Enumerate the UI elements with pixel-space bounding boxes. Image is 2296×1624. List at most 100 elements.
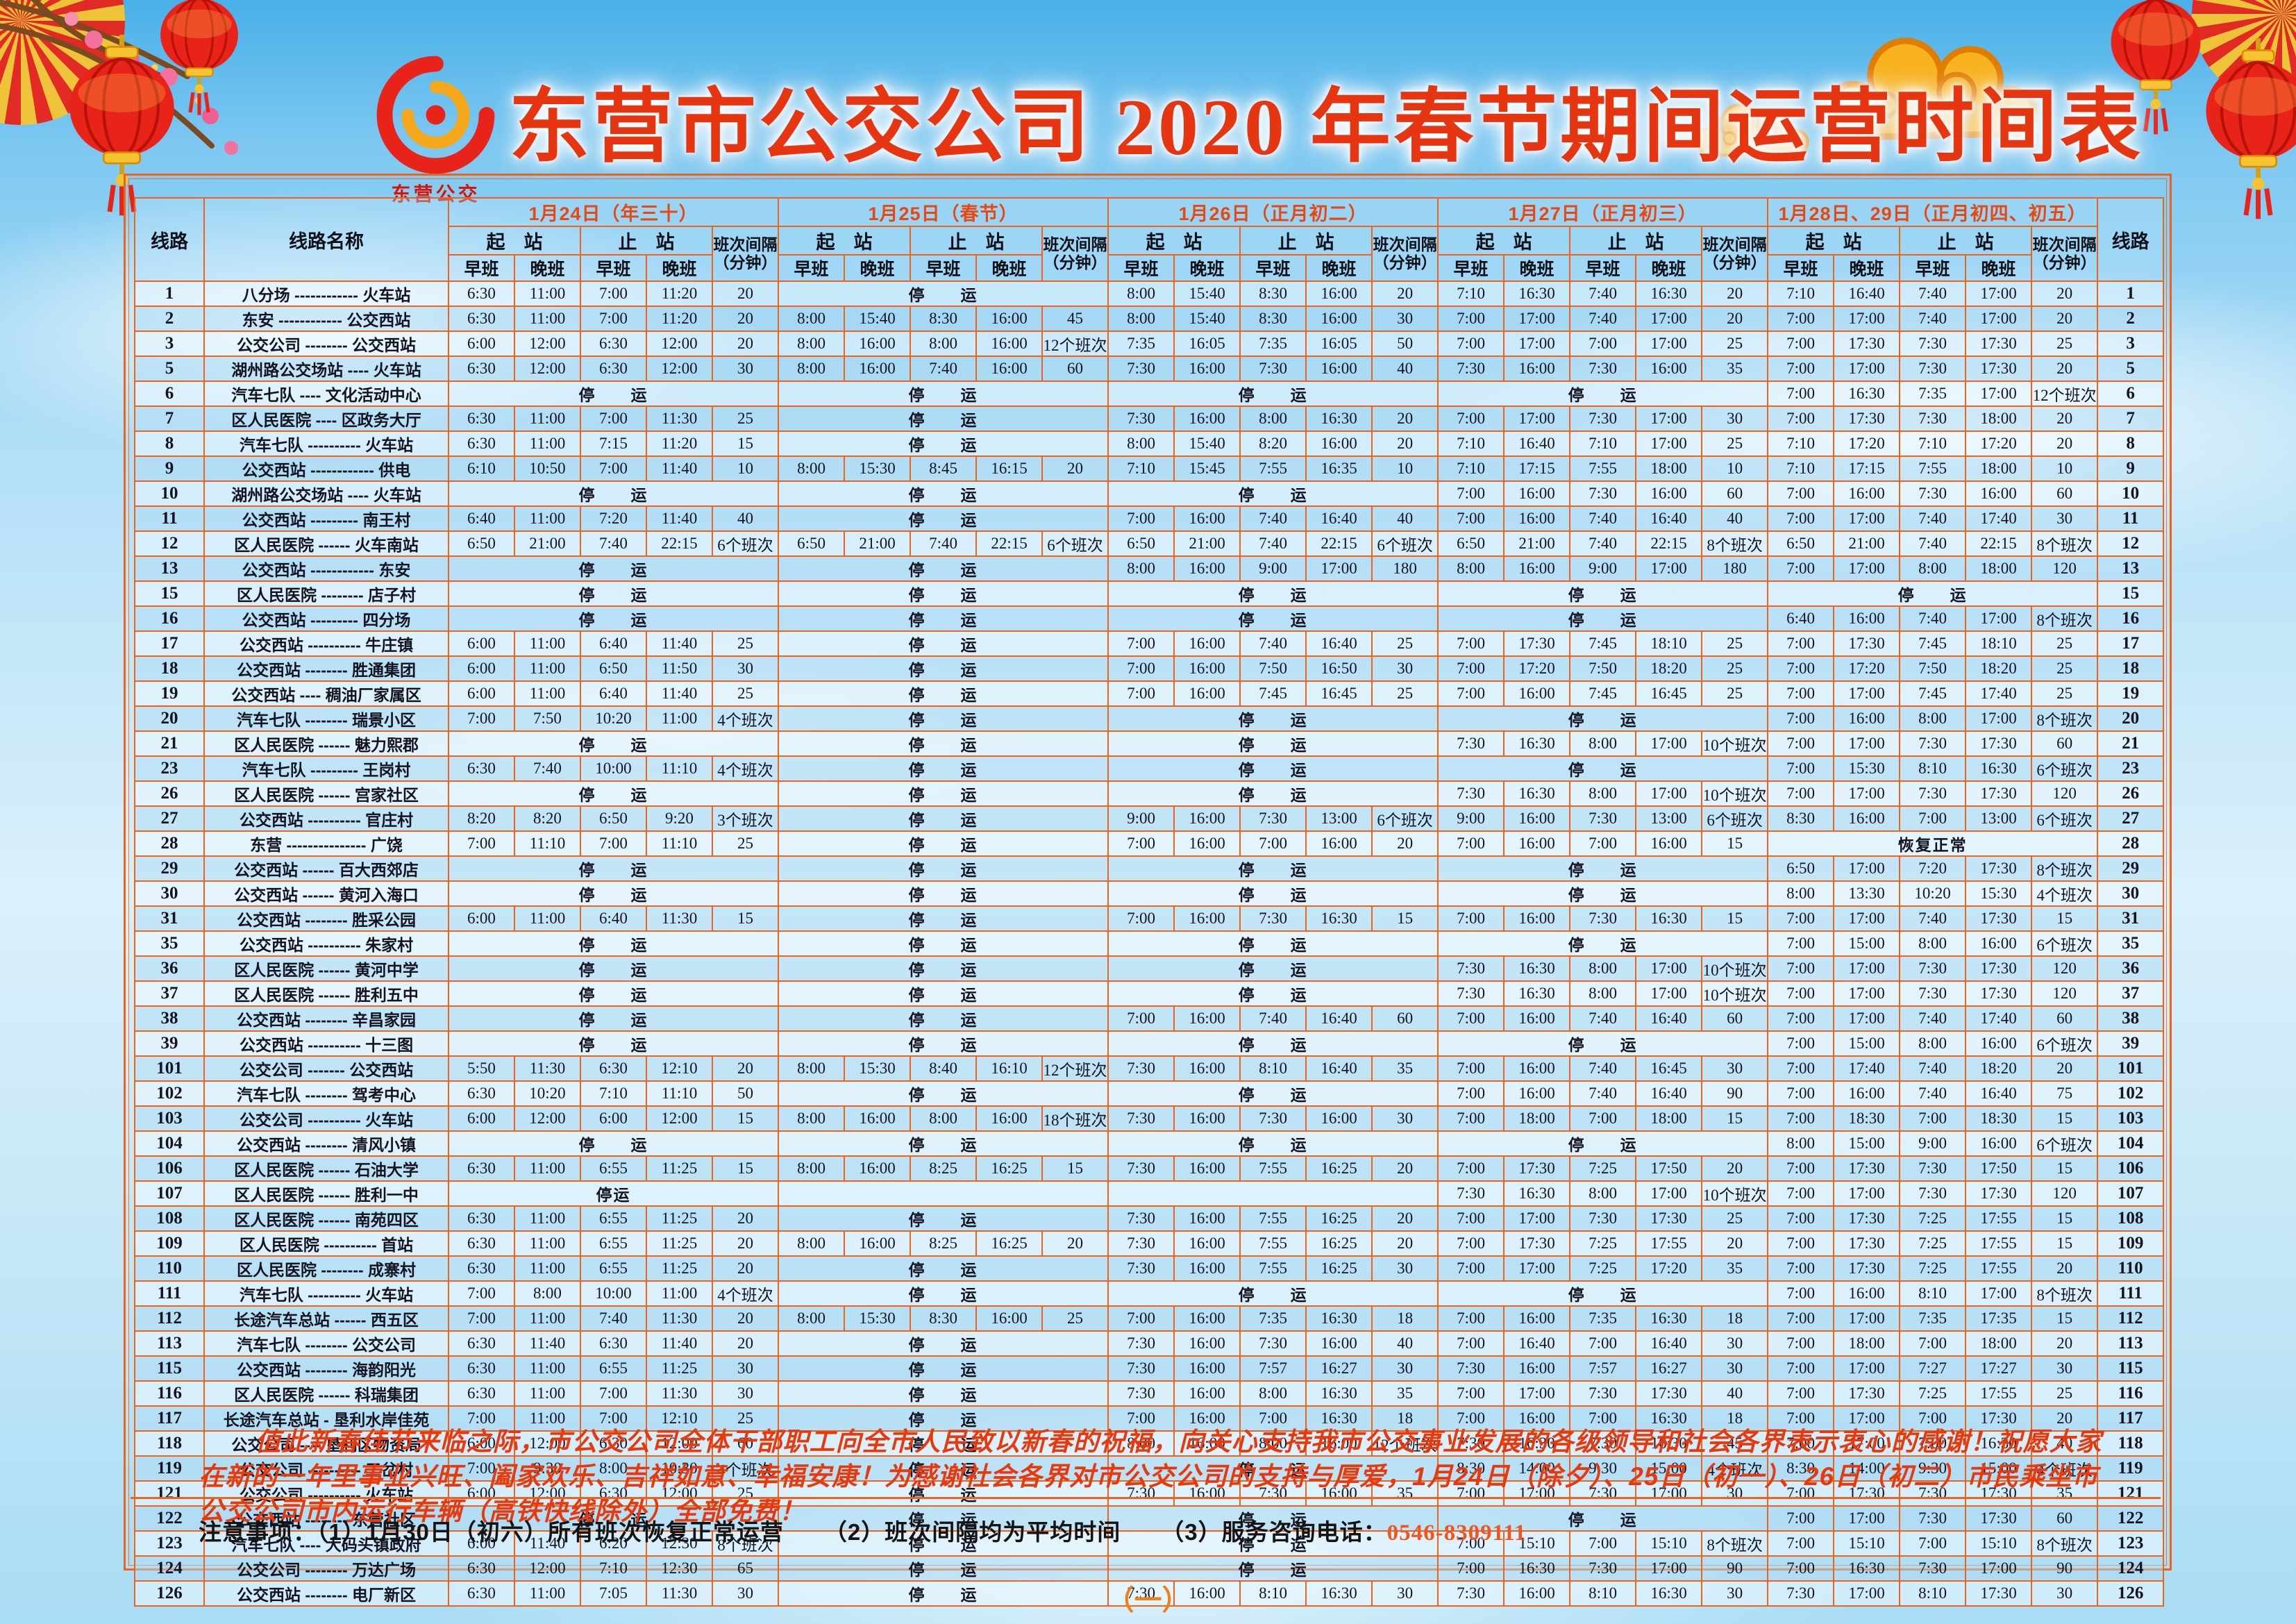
time-cell: 16:40 — [1305, 630, 1373, 657]
suspended-cell: 停 运 — [447, 780, 780, 807]
route-name-cell: 区人民医院 ------ 南苑四区 — [203, 1205, 449, 1232]
time-cell: 17:00 — [1965, 1280, 2033, 1307]
time-cell: 45 — [1041, 305, 1109, 332]
time-cell: 7:00 — [1107, 905, 1175, 932]
time-cell: 90 — [1701, 1555, 1769, 1582]
time-cell: 15 — [2031, 1305, 2099, 1332]
time-cell: 120 — [2031, 955, 2099, 982]
time-cell: 8:00 — [1107, 555, 1175, 582]
time-cell: 18:10 — [1965, 630, 2033, 657]
time-cell: 7:00 — [1767, 955, 1835, 982]
route-number-cell: 111 — [2097, 1280, 2165, 1307]
time-cell: 17:15 — [1503, 455, 1571, 482]
time-cell: 15 — [2031, 905, 2099, 932]
route-name-cell: 公交公司 ---------- 火车站 — [203, 1480, 449, 1507]
time-cell: 15:10 — [1635, 1530, 1703, 1557]
time-cell: 7:10 — [580, 1080, 647, 1107]
time-cell: 6:30 — [448, 281, 515, 307]
time-cell: 15:30 — [1965, 880, 2033, 907]
time-cell: 9:00 — [1899, 1130, 1967, 1157]
suspended-cell: 停 运 — [1107, 755, 1439, 782]
time-cell: 17:00 — [1833, 1405, 1901, 1432]
time-cell: 7:00 — [1437, 655, 1505, 682]
time-cell: 7:00 — [1767, 705, 1835, 732]
time-cell: 17:30 — [1965, 1405, 2033, 1432]
suspended-cell: 停 运 — [778, 1280, 1109, 1307]
time-cell: 30 — [2031, 505, 2099, 532]
table-row: 118 公交公司 ---- 垦利区物资局 6:00 12:00 6:30 12:00 60 停… — [134, 1430, 2165, 1457]
late-shift-header: 晚班 — [1503, 254, 1571, 282]
time-cell: 8:30 — [1239, 305, 1307, 332]
route-name-cell: 区人民医院 -------- 店子村 — [203, 580, 449, 607]
time-cell: 8:00 — [1569, 955, 1637, 982]
time-cell: 7:55 — [1239, 455, 1307, 482]
time-cell: 25 — [1371, 630, 1439, 657]
time-cell: 16:27 — [1635, 1355, 1703, 1382]
time-cell: 10:20 — [1899, 880, 1967, 907]
time-cell: 7:40 — [910, 355, 978, 382]
route-name-cell: 公交西站 -------- 海韵阳光 — [203, 1355, 449, 1382]
time-cell: 15:40 — [1173, 281, 1241, 307]
time-cell: 18:00 — [1635, 1105, 1703, 1132]
time-cell: 16:00 — [1305, 305, 1373, 332]
time-cell: 11:00 — [514, 1580, 581, 1607]
time-cell: 16:40 — [1305, 505, 1373, 532]
time-cell: 8:20 — [448, 805, 515, 832]
route-number-cell: 107 — [134, 1180, 205, 1207]
time-cell: 6个班次 — [2031, 1130, 2099, 1157]
time-cell: 7:00 — [580, 305, 647, 332]
time-cell: 6:30 — [448, 755, 515, 782]
lantern-icon — [2197, 38, 2296, 220]
table-row: 106 区人民医院 ------ 石油大学 6:30 11:00 6:55 11:25 15… — [134, 1155, 2165, 1182]
route-name-cell: 八分场 ------------ 火车站 — [203, 281, 449, 307]
time-cell: 18个班次 — [1041, 1105, 1109, 1132]
suspended-cell: 停 运 — [447, 930, 780, 957]
time-cell: 11:00 — [514, 1380, 581, 1407]
route-number-cell: 6 — [2097, 380, 2165, 407]
time-cell: 6:50 — [580, 805, 647, 832]
table-row: 28 东营 --------------- 广饶 7:00 11:10 7:00 11:1… — [134, 830, 2165, 857]
time-cell: 7:00 — [1437, 1230, 1505, 1257]
time-cell: 7:40 — [1569, 505, 1637, 532]
time-cell: 7:10 — [1569, 430, 1637, 457]
time-cell: 35 — [1701, 1255, 1769, 1282]
note-item-2: （2）班次间隔均为平均时间 — [823, 1519, 1121, 1545]
time-cell: 16:00 — [1305, 830, 1373, 857]
route-name-cell: 汽车七队 ---- 大码头镇政府 — [203, 1530, 449, 1557]
time-cell: 8:10 — [1239, 1580, 1307, 1607]
end-station-header: 止 站 — [1899, 226, 2033, 256]
route-number-cell: 115 — [2097, 1355, 2165, 1382]
time-cell: 7:00 — [1437, 1330, 1505, 1357]
interval-header: 班次间隔 （分钟） — [2031, 226, 2099, 282]
time-cell: 8:00 — [1899, 705, 1967, 732]
suspended-cell: 停 运 — [1437, 1030, 1769, 1057]
time-cell: 60 — [1701, 1005, 1769, 1032]
time-cell: 30 — [1701, 1355, 1769, 1382]
time-cell: 17:20 — [1833, 655, 1901, 682]
time-cell: 7:25 — [1899, 1255, 1967, 1282]
time-cell: 7:00 — [580, 405, 647, 432]
route-number-cell: 19 — [134, 680, 205, 707]
route-name-cell: 公交西站 -------- 清风小镇 — [203, 1130, 449, 1157]
col-header-date-2: 1月25日（春节） — [778, 197, 1109, 227]
time-cell: 15:10 — [1503, 1530, 1571, 1557]
suspended-cell: 停 运 — [1107, 1530, 1439, 1557]
suspended-cell: 停 运 — [778, 655, 1109, 682]
suspended-cell: 停 运 — [1107, 955, 1439, 982]
time-cell: 16:00 — [1503, 1405, 1571, 1432]
time-cell: 16:05 — [1173, 330, 1241, 357]
time-cell: 7:00 — [1107, 1005, 1175, 1032]
time-cell: 10 — [711, 455, 780, 482]
time-cell: 11:30 — [646, 1305, 713, 1332]
suspended-cell: 停 运 — [1107, 855, 1439, 882]
route-number-cell: 17 — [2097, 630, 2165, 657]
suspended-cell: 停 运 — [778, 1455, 1109, 1482]
time-cell: 7:55 — [1239, 1155, 1307, 1182]
time-cell: 6个班次 — [1701, 805, 1769, 832]
time-cell: 8:30 — [1239, 281, 1307, 307]
route-number-cell: 28 — [2097, 830, 2165, 857]
suspended-cell: 停 运 — [1437, 855, 1769, 882]
time-cell: 17:00 — [1635, 330, 1703, 357]
time-cell: 20 — [2031, 1405, 2099, 1432]
time-cell: 17:55 — [1635, 1230, 1703, 1257]
